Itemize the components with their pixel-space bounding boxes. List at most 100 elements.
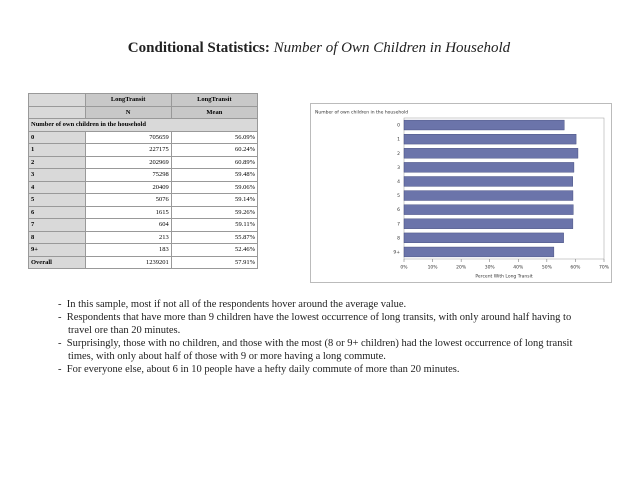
bullet-item: - For everyone else, about 6 in 10 peopl… <box>58 364 460 375</box>
x-tick-label: 60% <box>570 265 581 271</box>
y-tick-label: 7 <box>397 221 400 227</box>
y-tick-label: 3 <box>397 165 400 171</box>
bar <box>403 218 574 229</box>
row-label: 5 <box>28 193 86 207</box>
y-tick-label: 8 <box>397 235 400 241</box>
table-cell: 59.26% <box>170 205 259 219</box>
x-tick-label: 10% <box>428 265 439 271</box>
x-tick-label: 50% <box>542 265 553 271</box>
table-cell: 5076 <box>84 193 172 207</box>
group-header: LongTransit <box>84 93 172 107</box>
table-row: 4 20409 59.06% <box>28 180 259 194</box>
table-row: 6 1615 59.26% <box>28 205 259 219</box>
table-cell: 213 <box>84 230 172 244</box>
table-cell: 1239201 <box>84 255 172 269</box>
table-cell: 52.46% <box>170 243 259 257</box>
bar <box>403 204 574 215</box>
row-label: 7 <box>28 218 86 232</box>
table-cell: 604 <box>84 218 172 232</box>
stats-table: LongTransit LongTransit N Mean Number of own… <box>28 93 259 269</box>
bar <box>403 162 575 173</box>
table-cell: 60.24% <box>170 143 259 157</box>
x-tick-label: 20% <box>456 265 467 271</box>
y-tick-label: 9+ <box>393 249 400 255</box>
row-label: Overall <box>28 255 86 269</box>
table-cell: 1615 <box>84 205 172 219</box>
table-row: 5 5076 59.14% <box>28 193 259 207</box>
bullet-text: Surprisingly, those with no children, an… <box>66 338 573 362</box>
row-label: 4 <box>28 180 86 194</box>
bar <box>403 176 573 187</box>
table-cell: 60.89% <box>170 155 259 169</box>
x-tick-label: 40% <box>513 265 524 271</box>
x-tick-label: 30% <box>485 265 496 271</box>
x-tick-label: 70% <box>599 265 610 271</box>
table-cell: 183 <box>84 243 172 257</box>
y-tick-label: 5 <box>397 193 400 199</box>
bullet-text: Respondents that have more than 9 childr… <box>66 312 572 336</box>
bullet-text: In this sample, most if not all of the r… <box>66 299 407 310</box>
table-cell: 705659 <box>84 130 172 144</box>
y-tick-label: 2 <box>397 151 400 157</box>
table-cell: 59.11% <box>170 218 259 232</box>
column-header: Mean <box>170 105 259 119</box>
table-row: Overall 1239201 57.91% <box>28 255 259 269</box>
table-cell: 59.48% <box>170 168 259 182</box>
bullet-item: - In this sample, most if not all of the… <box>58 299 407 310</box>
row-label: 9+ <box>28 243 86 257</box>
table-cell: 59.06% <box>170 180 259 194</box>
table-cell: 227175 <box>84 143 172 157</box>
table-cell: 20409 <box>84 180 172 194</box>
table-row: 0 705659 56.09% <box>28 130 259 144</box>
table-cell: 56.09% <box>170 130 259 144</box>
y-tick-label: 4 <box>397 179 400 185</box>
bar <box>403 232 564 243</box>
y-tick-label: 0 <box>397 123 400 129</box>
bullet-list: - In this sample, most if not all of the… <box>58 298 593 376</box>
header-row: LongTransit LongTransit <box>28 93 259 107</box>
table-row: 7 604 59.11% <box>28 218 259 232</box>
table-row: 3 75298 59.48% <box>28 168 259 182</box>
bar <box>403 148 579 159</box>
group-header: LongTransit <box>170 93 259 107</box>
y-tick-label: 1 <box>397 137 400 143</box>
table-cell: 202969 <box>84 155 172 169</box>
chart-title: Number of own children in the household <box>315 110 408 116</box>
chart: Number of own children in the household 0… <box>310 103 612 283</box>
bar <box>403 190 574 201</box>
header-row: N Mean <box>28 105 259 119</box>
bar <box>403 246 555 258</box>
row-label: 8 <box>28 230 86 244</box>
table-cell: 57.91% <box>170 255 259 269</box>
title-bold: Conditional Statistics: <box>127 40 270 56</box>
header-row: Number of own children in the household <box>28 118 258 132</box>
corner-cell <box>28 93 86 107</box>
bullet-item: - Surprisingly, those with no children, … <box>58 338 573 362</box>
bullet-item: - Respondents that have more than 9 chil… <box>58 312 572 336</box>
x-tick-label: 0% <box>400 265 408 271</box>
plot-frame <box>403 117 605 260</box>
table-cell: 75298 <box>84 168 172 182</box>
row-label: 2 <box>28 155 86 169</box>
table-row: 8 213 55.87% <box>28 230 259 244</box>
row-label: 0 <box>28 130 86 144</box>
row-label: 6 <box>28 205 86 219</box>
table-row: 1 227175 60.24% <box>28 143 259 157</box>
y-tick-label: 6 <box>397 207 400 213</box>
bar <box>403 119 565 131</box>
table-cell: 55.87% <box>170 230 259 244</box>
corner-cell <box>28 105 86 119</box>
bullet-text: For everyone else, about 6 in 10 people … <box>66 364 460 375</box>
column-header: N <box>84 105 172 119</box>
table-row: 9+ 183 52.46% <box>28 243 259 257</box>
x-axis-label: Percent With Long Transit <box>475 274 532 280</box>
row-label: 1 <box>28 143 86 157</box>
slide-title: Conditional Statistics: Number of Own Ch… <box>0 40 638 57</box>
title-italic: Number of Own Children in Household <box>273 40 511 56</box>
row-label: 3 <box>28 168 86 182</box>
bar <box>403 134 577 145</box>
row-header: Number of own children in the household <box>28 118 258 132</box>
table-cell: 59.14% <box>170 193 259 207</box>
table-row: 2 202969 60.89% <box>28 155 259 169</box>
